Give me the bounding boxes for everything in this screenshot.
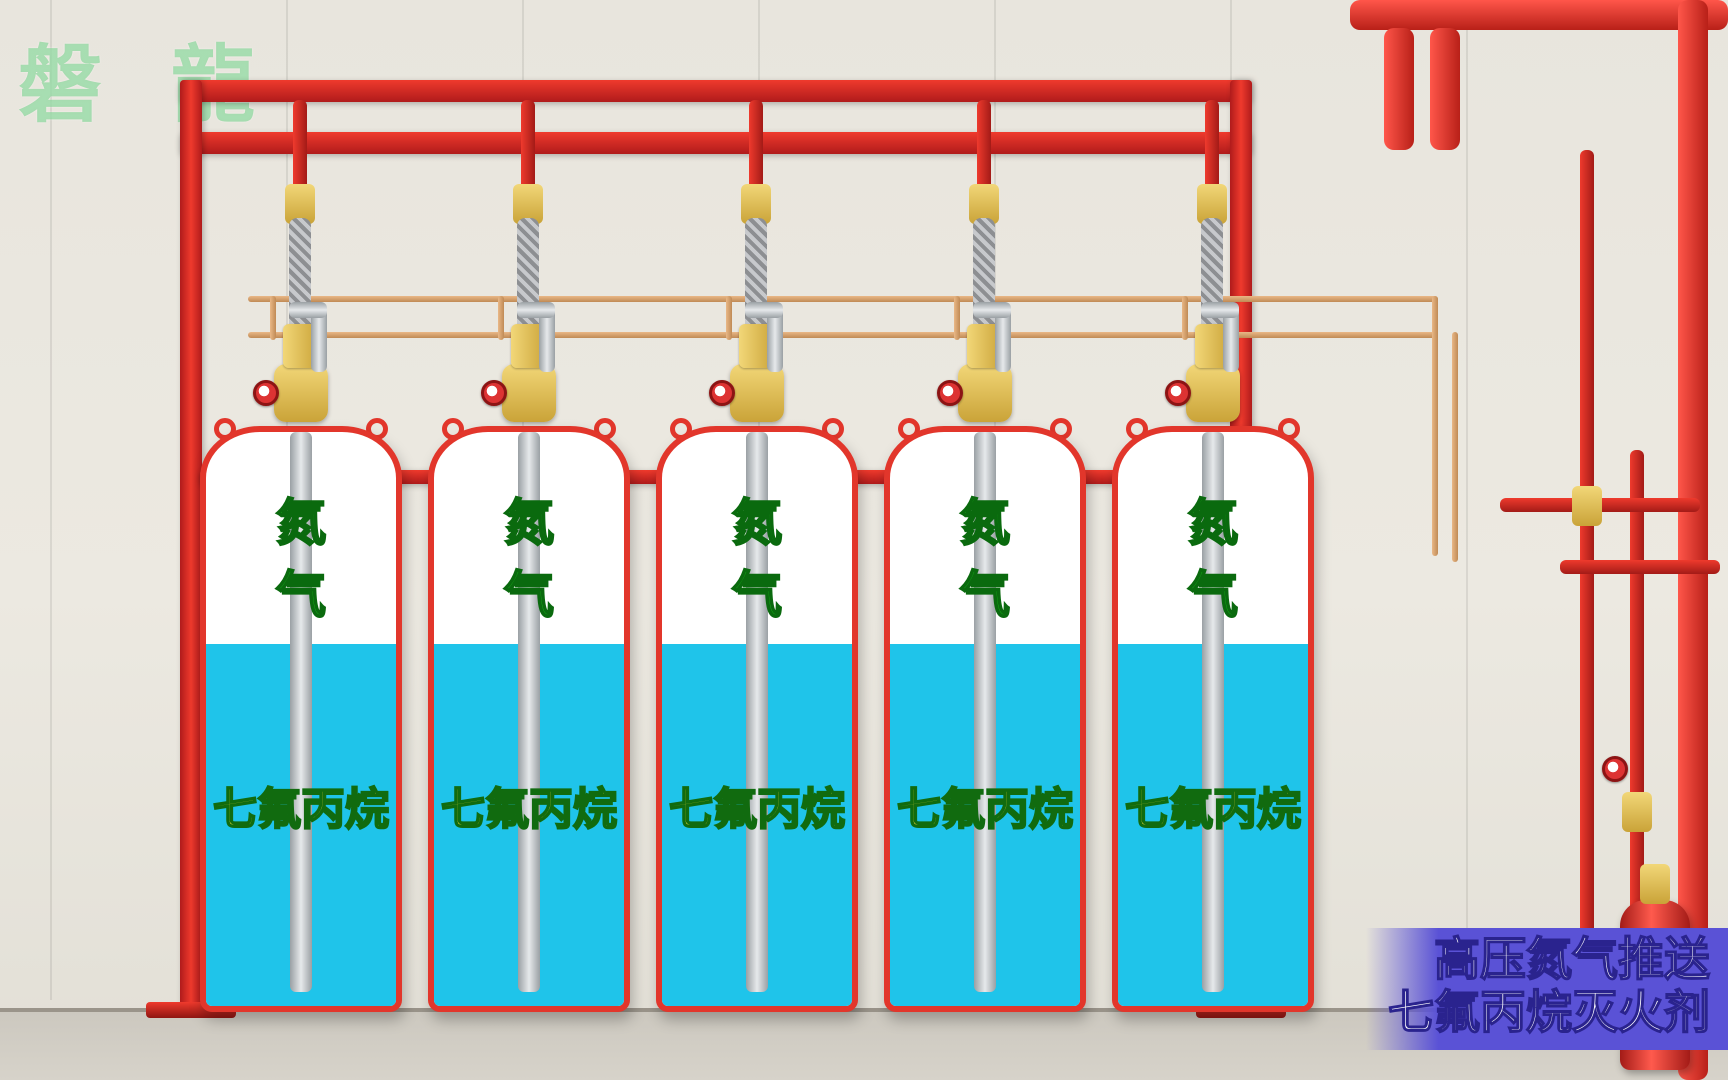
- agent-label: 七氟丙烷: [1112, 773, 1314, 837]
- valve-outlet-elbow: [973, 302, 1011, 318]
- dist-pipe-v1: [1580, 150, 1594, 1008]
- gas-label: 氮气: [884, 483, 1086, 627]
- agent-label: 七氟丙烷: [884, 773, 1086, 837]
- agent-label: 七氟丙烷: [656, 773, 858, 837]
- brand-watermark: 磐 龍: [18, 18, 279, 139]
- header-drop: [749, 100, 763, 192]
- ceiling-pipe: [1350, 0, 1728, 30]
- header-drop: [977, 100, 991, 192]
- agent-label: 七氟丙烷: [200, 773, 402, 837]
- caption-line-1: 高压氮气推送: [1388, 934, 1710, 987]
- side-valve-2: [1622, 792, 1652, 832]
- header-down-pipe-2: [1430, 28, 1460, 150]
- fire-suppression-diagram: 磐 龍 氮气七氟丙烷氮气七氟丙烷氮气七氟丙烷氮气七氟丙烷氮气七氟丙烷 高压氮气推…: [0, 0, 1728, 1080]
- pressure-gauge: [253, 380, 279, 406]
- rack-top-beam-1: [180, 80, 1252, 102]
- gas-label: 氮气: [200, 483, 402, 627]
- valve-outlet-elbow: [1201, 302, 1239, 318]
- side-valve-1: [1572, 486, 1602, 526]
- agent-cylinder: 氮气七氟丙烷: [884, 398, 1086, 1012]
- rack-top-beam-2: [180, 132, 1252, 154]
- wall-panel-seam: [1466, 0, 1468, 1000]
- pressure-gauge: [937, 380, 963, 406]
- wall-panel-seam: [50, 0, 52, 1000]
- copper-stub: [954, 296, 960, 340]
- dist-pipe-h2: [1560, 560, 1720, 574]
- pressure-gauge: [709, 380, 735, 406]
- gas-label: 氮气: [656, 483, 858, 627]
- rack-post-left: [180, 80, 202, 1012]
- copper-drop-right-2: [1452, 332, 1458, 562]
- pilot-valve: [1640, 864, 1670, 904]
- agent-cylinder: 氮气七氟丙烷: [1112, 398, 1314, 1012]
- agent-label: 七氟丙烷: [428, 773, 630, 837]
- side-gauge: [1602, 756, 1628, 782]
- caption-box: 高压氮气推送 七氟丙烷灭火剂: [1366, 928, 1728, 1050]
- copper-drop-right-1: [1432, 296, 1438, 556]
- cylinder-valve: [958, 364, 1012, 422]
- valve-outlet-elbow: [517, 302, 555, 318]
- cylinder-valve: [1186, 364, 1240, 422]
- header-drop: [521, 100, 535, 192]
- copper-line-1: [248, 296, 1438, 302]
- copper-stub: [270, 296, 276, 340]
- copper-line-2: [248, 332, 1438, 338]
- cylinder-valve: [274, 364, 328, 422]
- gas-label: 氮气: [428, 483, 630, 627]
- header-drop: [1205, 100, 1219, 192]
- cylinder-valve: [502, 364, 556, 422]
- agent-cylinder: 氮气七氟丙烷: [656, 398, 858, 1012]
- caption-line-2: 七氟丙烷灭火剂: [1388, 987, 1710, 1040]
- header-drop: [293, 100, 307, 192]
- pressure-gauge: [1165, 380, 1191, 406]
- agent-cylinder: 氮气七氟丙烷: [200, 398, 402, 1012]
- copper-stub: [498, 296, 504, 340]
- valve-outlet-elbow: [289, 302, 327, 318]
- copper-stub: [1182, 296, 1188, 340]
- valve-outlet-elbow: [745, 302, 783, 318]
- copper-stub: [726, 296, 732, 340]
- gas-label: 氮气: [1112, 483, 1314, 627]
- cylinder-valve: [730, 364, 784, 422]
- header-down-pipe: [1384, 28, 1414, 150]
- agent-cylinder: 氮气七氟丙烷: [428, 398, 630, 1012]
- pressure-gauge: [481, 380, 507, 406]
